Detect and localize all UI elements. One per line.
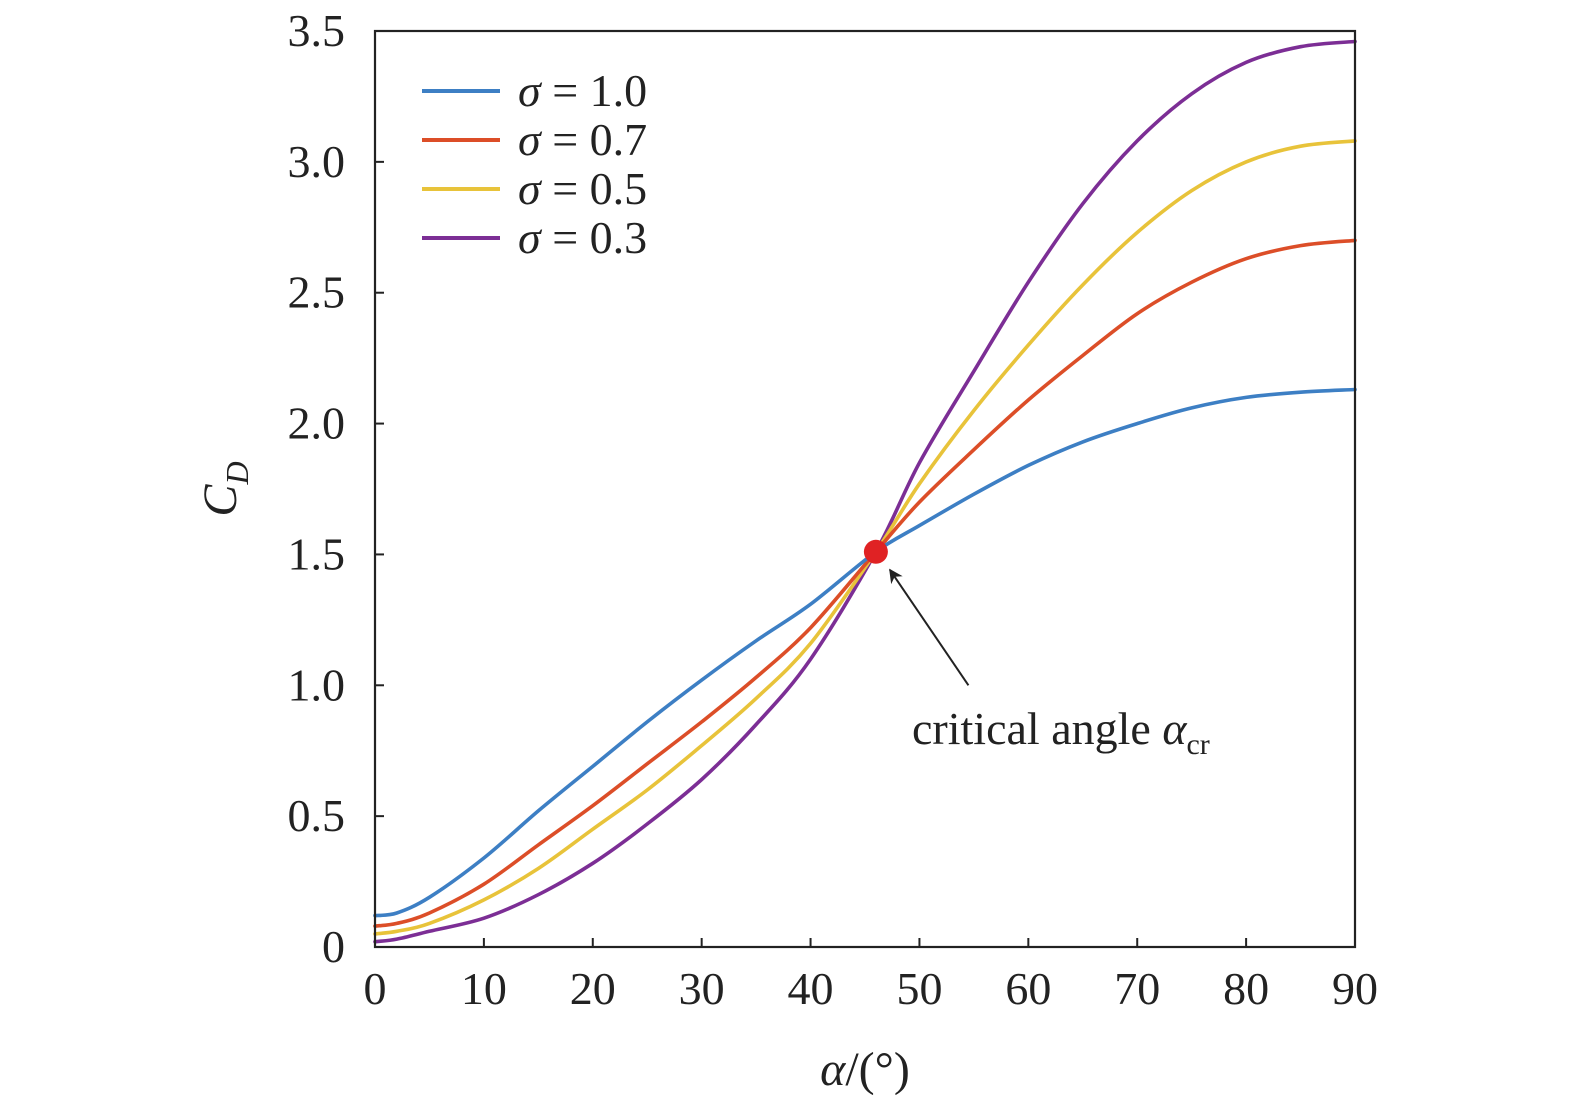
y-tick-label: 2.0 <box>288 398 346 449</box>
plot-area-frame <box>373 29 1357 949</box>
x-tick-label: 80 <box>1223 963 1269 1014</box>
y-tick-label: 1.0 <box>288 659 346 710</box>
y-axis-label-subscript: D <box>219 461 255 485</box>
series-line-0 <box>373 387 1357 918</box>
series-line-2 <box>373 139 1357 936</box>
annotation-arrow <box>889 568 970 686</box>
x-tick-label: 90 <box>1332 963 1378 1014</box>
legend-label-0: σ = 1.0 <box>518 65 647 116</box>
critical-angle-annotation: critical angle αcr <box>912 703 1210 761</box>
x-axis-label-variable: α <box>820 1043 846 1096</box>
y-tick-label: 0.5 <box>288 790 346 841</box>
x-tick-label: 30 <box>679 963 725 1014</box>
x-tick-label: 70 <box>1114 963 1160 1014</box>
y-axis-label: CD <box>194 461 255 516</box>
y-axis-label-main: C <box>194 484 247 517</box>
x-axis-label-unit: /(°) <box>845 1043 910 1096</box>
x-tick-label: 50 <box>896 963 942 1014</box>
x-tick-label: 0 <box>364 963 387 1014</box>
y-tick-label: 3.0 <box>288 136 346 187</box>
legend-label-3: σ = 0.3 <box>518 212 647 263</box>
series-line-1 <box>373 238 1357 928</box>
x-tick-label: 10 <box>461 963 507 1014</box>
series-layer <box>373 39 1357 944</box>
x-tick-label: 40 <box>788 963 834 1014</box>
y-tick-label: 0 <box>322 921 345 972</box>
x-axis-label: α/(°) <box>820 1043 910 1096</box>
y-tick-label: 3.5 <box>288 5 346 56</box>
legend-label-2: σ = 0.5 <box>518 163 647 214</box>
y-tick-label: 1.5 <box>288 528 346 579</box>
legend-label-1: σ = 0.7 <box>518 114 647 165</box>
x-tick-label: 60 <box>1005 963 1051 1014</box>
annotation-layer: critical angle αcr <box>889 568 1210 761</box>
legend: σ = 1.0σ = 0.7σ = 0.5σ = 0.3 <box>422 65 647 263</box>
x-tick-label: 20 <box>570 963 616 1014</box>
axis-ticks: 0 10 20 30 40 50 60 70 80 90 0 0.5 1.0 1.5 2.0 2.5 3.0 3.… <box>288 5 1379 1014</box>
y-tick-label: 2.5 <box>288 267 346 318</box>
critical-point-marker <box>863 539 888 564</box>
